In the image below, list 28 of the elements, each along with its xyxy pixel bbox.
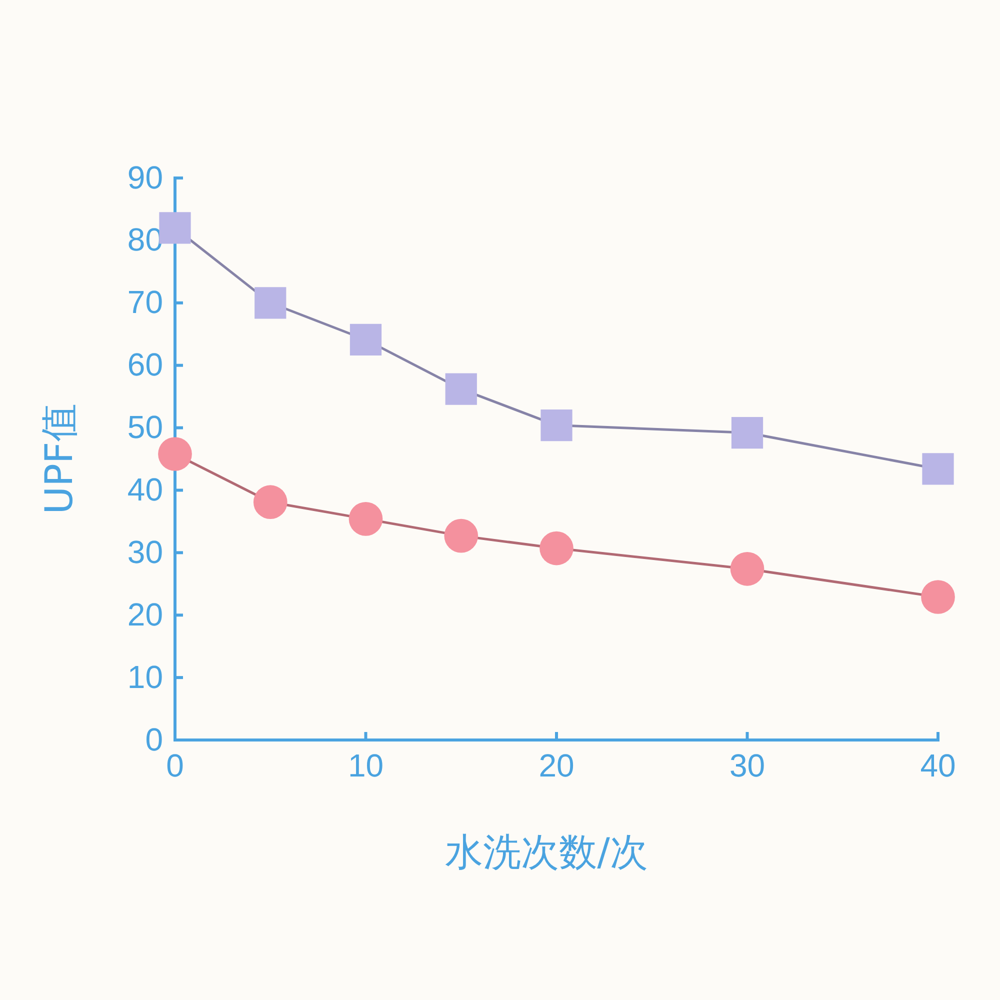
- point: [348, 502, 383, 536]
- point: [921, 580, 955, 614]
- y-tick-label: 90: [127, 159, 163, 196]
- point: [922, 453, 954, 485]
- point: [253, 485, 288, 519]
- point: [444, 518, 478, 553]
- point: [158, 437, 192, 471]
- point: [540, 409, 572, 442]
- point: [350, 324, 382, 356]
- point: [540, 531, 574, 566]
- y-tick-label: 40: [127, 471, 163, 508]
- y-tick-label: 20: [127, 596, 163, 632]
- y-tick-label: 10: [127, 658, 163, 695]
- y-tick-label: 30: [127, 534, 163, 570]
- x-tick-label: 10: [348, 748, 384, 784]
- x-tick-label: 40: [920, 748, 956, 784]
- point: [445, 373, 477, 405]
- x-tick-label: 20: [538, 748, 574, 784]
- y-tick-label: 50: [127, 409, 163, 446]
- y-tick-label: 70: [127, 284, 163, 320]
- point: [254, 287, 286, 319]
- y-axis-title: UPF值: [37, 404, 81, 514]
- y-tick-label: 60: [127, 346, 163, 383]
- y-tick-label: 0: [145, 721, 163, 758]
- x-tick-label: 30: [729, 748, 766, 784]
- point: [731, 416, 764, 449]
- point: [730, 552, 764, 586]
- x-axis-title: 水洗次数/次: [445, 830, 648, 874]
